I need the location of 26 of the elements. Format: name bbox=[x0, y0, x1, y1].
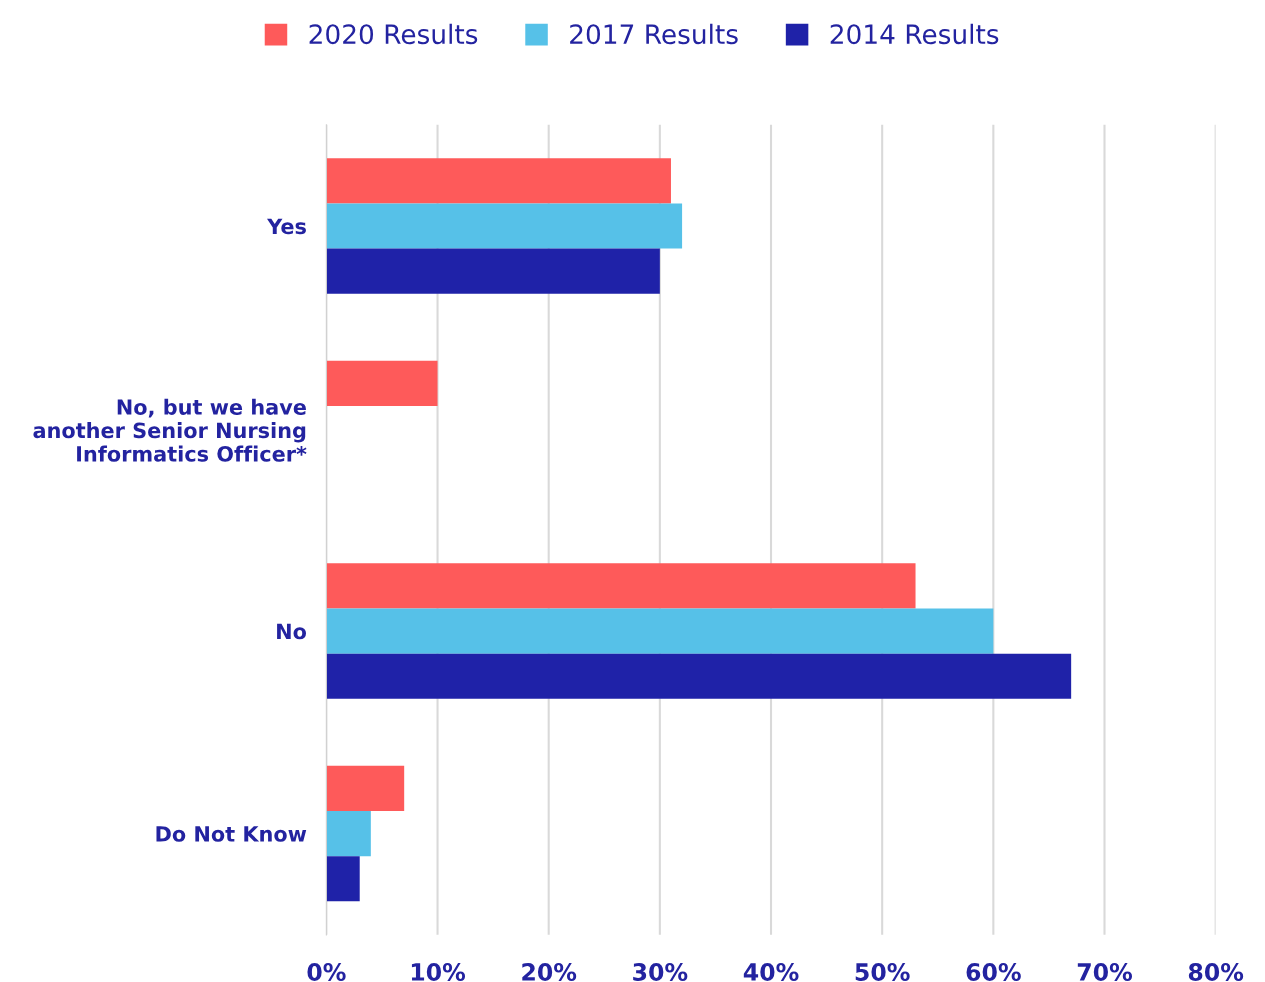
bar bbox=[326, 811, 371, 857]
legend-label: 2014 Results bbox=[830, 23, 999, 45]
bar bbox=[326, 608, 994, 654]
legend-label: 2017 Results bbox=[570, 23, 738, 45]
x-tick-label: 10% bbox=[411, 963, 466, 981]
x-tick-label: 50% bbox=[855, 963, 910, 981]
x-tick-label: 40% bbox=[743, 963, 799, 981]
bar bbox=[326, 203, 683, 249]
x-tick-label: 80% bbox=[1188, 963, 1244, 981]
x-tick-label: 0% bbox=[307, 963, 346, 981]
x-tick-label: 20% bbox=[522, 963, 577, 981]
y-tick-label: Yes bbox=[267, 218, 306, 235]
y-tick-label: No, but we have another Senior Nursing Informatics Officer* bbox=[33, 398, 307, 462]
bar bbox=[326, 563, 916, 609]
x-tick-label: 60% bbox=[966, 963, 1021, 981]
x-tick-label: 70% bbox=[1077, 963, 1133, 981]
bar bbox=[326, 360, 438, 406]
y-tick-label: No bbox=[277, 623, 307, 640]
bar bbox=[326, 765, 405, 812]
bar bbox=[326, 248, 660, 294]
bar bbox=[326, 653, 1072, 699]
y-tick-label: Do Not Know bbox=[156, 826, 307, 842]
x-tick-label: 30% bbox=[633, 963, 688, 981]
legend-label: 2020 Results bbox=[309, 23, 478, 45]
bar bbox=[326, 856, 360, 902]
bar bbox=[326, 158, 671, 204]
